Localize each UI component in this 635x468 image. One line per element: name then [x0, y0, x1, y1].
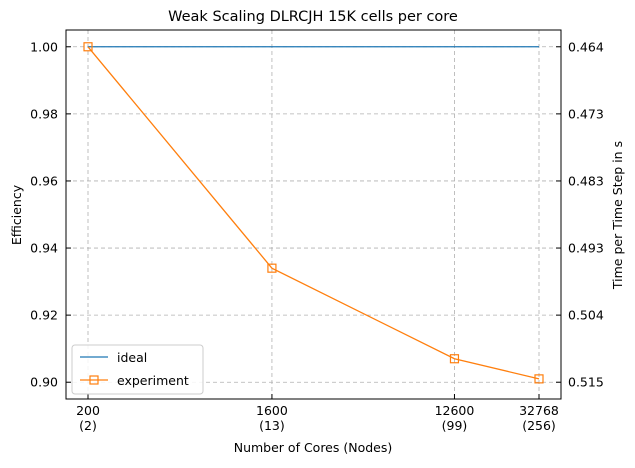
x-tick-sublabel: (2): [79, 418, 97, 433]
x-tick-label: 1600: [256, 403, 288, 418]
data-point-experiment: [267, 263, 277, 273]
legend-experiment-marker: [89, 375, 99, 385]
data-point-experiment: [83, 42, 93, 52]
x-tick-sublabel: (13): [259, 418, 285, 433]
y2-tick-label: 0.515: [568, 375, 604, 390]
y-tick-label: 0.96: [30, 173, 58, 188]
y2-tick-label: 0.464: [568, 39, 604, 54]
x-tick-sublabel: (256): [522, 418, 556, 433]
y-tick-label: 0.94: [30, 241, 58, 256]
series-layer: [83, 42, 544, 384]
y-axis-right-label: Time per Time Step in s: [610, 141, 625, 290]
x-tick-sublabel: (99): [442, 418, 468, 433]
y-tick-label: 0.90: [30, 375, 58, 390]
axis-ticks: 0.90 0.92 0.94 0.96 0.98 1.00 0.464 0.473 0.483 0…: [30, 39, 604, 433]
legend-experiment-label: experiment: [117, 373, 189, 388]
y-tick-label: 0.98: [30, 106, 58, 121]
y-tick-label: 1.00: [30, 39, 58, 54]
plot-frame: [65, 29, 562, 400]
grid: [66, 30, 561, 399]
data-point-experiment: [534, 374, 544, 384]
data-point-experiment: [449, 354, 460, 364]
series-line-experiment: [87, 46, 540, 380]
y2-tick-label: 0.473: [568, 106, 604, 121]
x-axis-label: Number of Cores (Nodes): [234, 440, 393, 455]
chart-title: Weak Scaling DLRCJH 15K cells per core: [168, 9, 458, 25]
legend: ideal experiment: [71, 344, 204, 395]
legend-ideal-label: ideal: [117, 350, 147, 365]
y-tick-label: 0.92: [30, 308, 58, 323]
x-tick-label: 200: [76, 403, 100, 418]
x-tick-label: 12600: [435, 403, 475, 418]
x-tick-label: 32768: [519, 403, 559, 418]
y2-tick-label: 0.483: [568, 173, 604, 188]
y2-tick-label: 0.504: [568, 308, 604, 323]
y-axis-label: Efficiency: [9, 184, 24, 245]
y2-tick-label: 0.493: [568, 241, 604, 256]
